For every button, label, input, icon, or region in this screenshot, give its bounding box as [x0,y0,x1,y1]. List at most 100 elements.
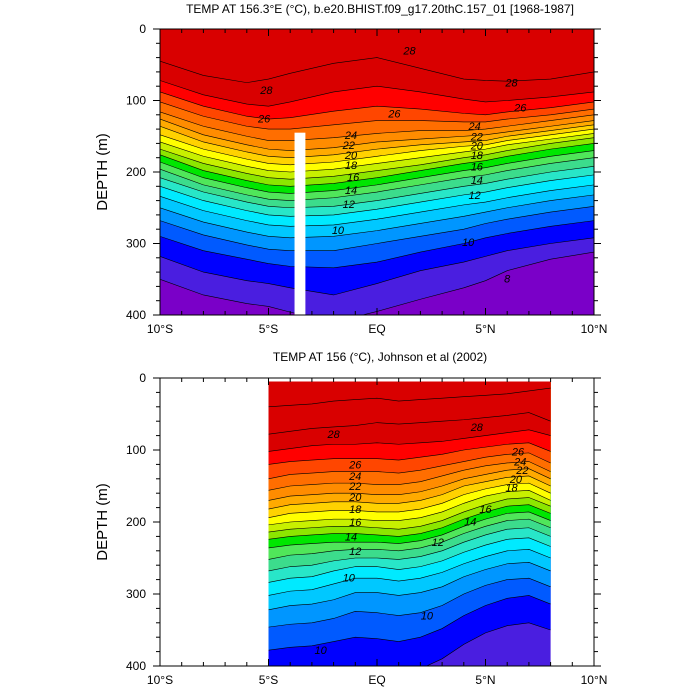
contour-label: 16 [349,517,362,529]
y-tick-label: 400 [126,308,146,322]
contour-label: 14 [345,185,357,197]
y-tick-label: 0 [139,22,146,36]
contour-label: 10 [314,645,327,657]
contour-label: 14 [345,531,357,543]
isotherm-line-13 [268,549,551,596]
isotherm-line-15 [160,165,594,209]
y-tick-label: 200 [126,165,146,179]
contour-label: 16 [347,172,360,184]
contour-label: 12 [349,546,361,558]
isotherm-line-16 [268,518,551,560]
contour-label: 14 [464,516,476,528]
isotherm-line-26 [160,91,594,120]
observation-contour-plot: 2828262624242222202018181616141412121010… [94,371,608,687]
isotherm-line-24 [160,111,594,141]
model-panel: TEMP AT 156.3°E (°C), b.e20.BHIST.f09_g1… [0,0,700,345]
isotherm-line-26 [268,442,551,465]
isotherm-line-19 [268,497,551,533]
contour-label: 8 [504,274,511,286]
isotherm-line-16 [160,157,594,201]
contour-label: 14 [471,175,483,187]
x-tick-label: 5°S [259,673,278,687]
isotherm-line-19 [160,137,594,180]
isotherm-line-18 [268,504,551,540]
contour-label: 22 [342,140,355,152]
contour-label: 20 [344,150,358,162]
contour-label: 20 [348,492,362,504]
contour-label: 26 [513,103,527,115]
contour-label: 28 [470,422,484,434]
isotherm-line-21 [160,128,594,166]
contour-label: 24 [344,130,357,142]
contour-label: 28 [259,85,273,97]
contour-label: 28 [504,78,518,90]
masked-region [294,132,306,315]
contour-label: 16 [479,504,492,516]
isotherm-line-20 [160,133,594,173]
contour-band-28 [160,29,594,83]
isotherm-line-29 [268,387,551,408]
isotherm-line-23 [268,468,551,501]
contour-label: 22 [470,131,483,143]
contour-label: 18 [345,160,358,172]
isotherm-line-24 [268,461,551,491]
contour-label: 10 [343,572,356,584]
isotherm-line-22 [160,124,594,159]
contour-label: 18 [349,504,362,516]
y-tick-label: 300 [126,587,146,601]
contour-label: 20 [509,474,523,486]
x-tick-label: 10°S [147,673,173,687]
isotherm-line-27 [160,80,594,107]
contour-label: 26 [387,108,401,120]
contour-label: 12 [343,199,355,211]
isotherm-line-14 [160,174,594,217]
x-tick-label: 5°N [475,673,495,687]
isotherm-line-17 [160,150,594,194]
chart-title: TEMP AT 156.3°E (°C), b.e20.BHIST.f09_g1… [186,2,574,16]
x-tick-label: 5°S [259,322,278,336]
y-tick-label: 0 [139,371,146,385]
contour-label: 18 [505,482,518,494]
y-tick-label: 200 [126,515,146,529]
isotherm-line-25 [268,452,551,480]
contour-fill-group [160,29,594,315]
isotherm-line-11 [160,206,594,251]
x-tick-label: 10°N [581,673,608,687]
isotherm-line-27 [268,429,551,452]
isotherm-line-20 [268,490,551,526]
isotherm-line-18 [160,143,594,187]
y-axis-title: DEPTH (m) [94,483,111,561]
contour-label: 16 [471,161,484,173]
isotherm-line-22 [268,475,551,510]
isotherm-line-15 [268,527,551,572]
chart-title: TEMP AT 156 (°C), Johnson et al (2002) [272,350,488,364]
contour-label: 20 [470,141,484,153]
x-tick-label: 10°N [581,322,608,336]
isotherm-line-12 [268,562,551,611]
x-tick-label: EQ [368,673,385,687]
isotherm-line-25 [160,101,594,130]
contour-label: 28 [402,45,416,57]
isotherm-line-11 [268,577,551,628]
x-tick-label: 10°S [147,322,173,336]
isotherm-line-13 [160,184,594,227]
isotherm-line-10 [268,595,551,651]
contour-label: 12 [469,190,481,202]
isotherm-line-12 [160,194,594,239]
x-tick-label: EQ [368,322,385,336]
contour-label: 26 [511,446,525,458]
y-tick-label: 100 [126,443,146,457]
contour-label: 12 [432,537,444,549]
isotherm-line-17 [268,511,551,549]
contour-label: 26 [257,113,271,125]
y-tick-label: 400 [126,659,146,673]
contour-label: 10 [462,237,475,249]
x-tick-label: 5°N [475,322,495,336]
contour-label: 26 [348,459,362,471]
isotherm-line-10 [160,220,594,269]
contour-label: 28 [326,429,340,441]
isotherm-line-28 [160,57,594,83]
y-axis-title: DEPTH (m) [94,133,111,211]
isotherm-line-9 [160,237,594,296]
